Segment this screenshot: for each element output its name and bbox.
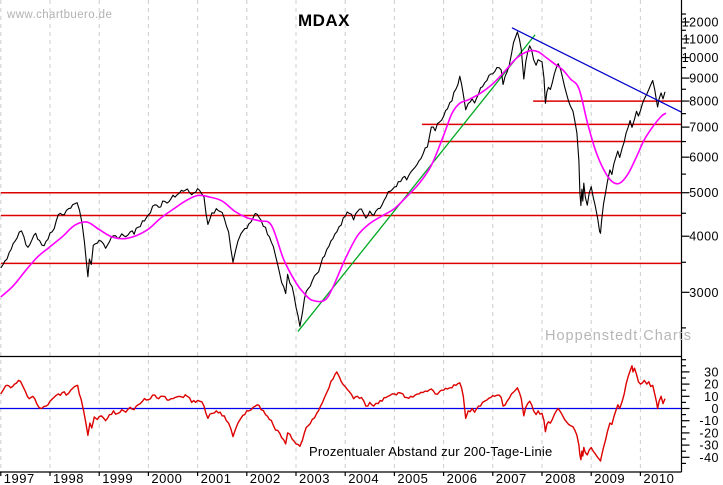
trendline-up — [297, 34, 536, 332]
x-tick-label: 1999 — [102, 471, 133, 485]
x-tick-label: 1998 — [53, 471, 84, 485]
x-tick-label: 2009 — [594, 471, 625, 485]
osc-tick-label: 20 — [704, 378, 719, 392]
x-tick-label: 2004 — [348, 471, 379, 485]
x-tick-label: 2005 — [397, 471, 428, 485]
y-tick-label: 4000 — [689, 230, 719, 244]
price-line — [0, 31, 666, 327]
y-tick-label: 10000 — [682, 51, 719, 65]
trendline-down — [511, 27, 682, 113]
ma200-line — [0, 49, 667, 303]
osc-tick-label: -30 — [699, 439, 719, 453]
osc-tick-label: 10 — [704, 390, 719, 404]
x-tick-label: 2007 — [496, 471, 527, 485]
x-tick-label: 2008 — [545, 471, 576, 485]
page-title: MDAX — [297, 11, 351, 30]
oscillator-label: Prozentualer Abstand zur 200-Tage-Linie — [309, 444, 553, 459]
y-tick-label: 11000 — [683, 32, 719, 46]
x-tick-label: 2000 — [151, 471, 182, 485]
x-tick-label: 2002 — [250, 471, 281, 485]
credit-label: Hoppenstedt Charts — [545, 328, 692, 344]
osc-tick-label: -40 — [699, 451, 719, 465]
watermark-label: www.chartbuero.de — [7, 9, 113, 21]
y-tick-label: 8000 — [689, 95, 719, 109]
x-tick-label: 2001 — [201, 471, 232, 485]
x-tick-label: 2003 — [299, 471, 330, 485]
y-tick-label: 3000 — [689, 286, 719, 300]
y-tick-label: 6000 — [689, 151, 719, 165]
oscillator-line — [0, 365, 666, 462]
osc-tick-label: 0 — [712, 402, 719, 416]
y-tick-label: 7000 — [689, 121, 719, 135]
x-tick-label: 2010 — [643, 471, 674, 485]
x-tick-label: 2006 — [447, 471, 478, 485]
x-tick-label: 1997 — [4, 471, 35, 485]
y-tick-label: 9000 — [689, 72, 719, 86]
y-tick-label: 5000 — [689, 186, 719, 200]
y-tick-label: 12000 — [682, 16, 719, 30]
osc-tick-label: -10 — [699, 414, 719, 428]
osc-tick-label: -20 — [699, 426, 719, 440]
osc-tick-label: 30 — [704, 365, 719, 379]
